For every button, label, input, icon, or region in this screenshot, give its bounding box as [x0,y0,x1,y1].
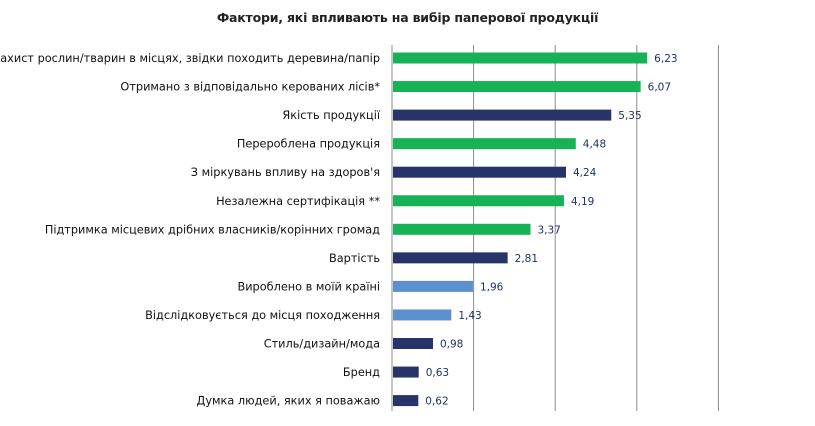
value-label: 4,19 [571,196,594,208]
value-label: 6,07 [648,82,671,94]
category-label: Незалежна сертифікація ** [216,195,380,208]
value-label: 0,98 [440,339,463,351]
bar [393,52,648,64]
chart-title: Фактори, які впливають на вибір паперово… [216,10,599,25]
bar [393,166,566,178]
value-label: 1,96 [480,281,504,293]
bar [393,338,433,349]
category-label: Відслідковується до місця походження [145,309,380,322]
category-label: Вартість [329,252,380,265]
value-label: 2,81 [515,253,538,265]
bar [393,195,564,207]
value-label: 6,23 [654,53,677,65]
bar [393,395,419,407]
value-label: 0,63 [426,367,449,379]
bars [393,52,648,407]
bar [393,280,473,292]
category-label: Якість продукції [282,109,380,122]
category-label: Вироблено в моїй країні [237,280,380,293]
category-label: Отримано з відповідально керованих лісів… [120,81,380,94]
bar [393,138,576,150]
value-label: 5,35 [618,110,641,122]
bar [393,81,641,93]
bar [393,223,531,235]
bar [393,109,612,121]
category-label: Бренд [343,366,380,379]
value-label: 0,62 [425,396,448,408]
value-label: 1,43 [458,310,481,322]
value-label: 4,24 [573,167,597,179]
value-label: 3,37 [537,224,560,236]
category-label: Захист рослин/тварин в місцях, звідки по… [0,52,380,65]
bar [393,309,452,321]
category-label: Думка людей, яких я поважаю [197,395,381,408]
category-labels: Захист рослин/тварин в місцях, звідки по… [0,52,381,408]
category-label: Підтримка місцевих дрібних власників/кор… [45,223,380,236]
bar [393,252,508,264]
category-label: З міркувань впливу на здоров'я [191,166,380,179]
value-labels: 6,23 6,07 5,35 4,48 4,24 4,19 3,37 2,81 1,96 1,43… [425,53,677,408]
category-label: Стиль/дизайн/мода [264,338,380,351]
bar [393,366,419,378]
value-label: 4,48 [583,139,606,151]
category-label: Перероблена продукція [237,138,380,151]
